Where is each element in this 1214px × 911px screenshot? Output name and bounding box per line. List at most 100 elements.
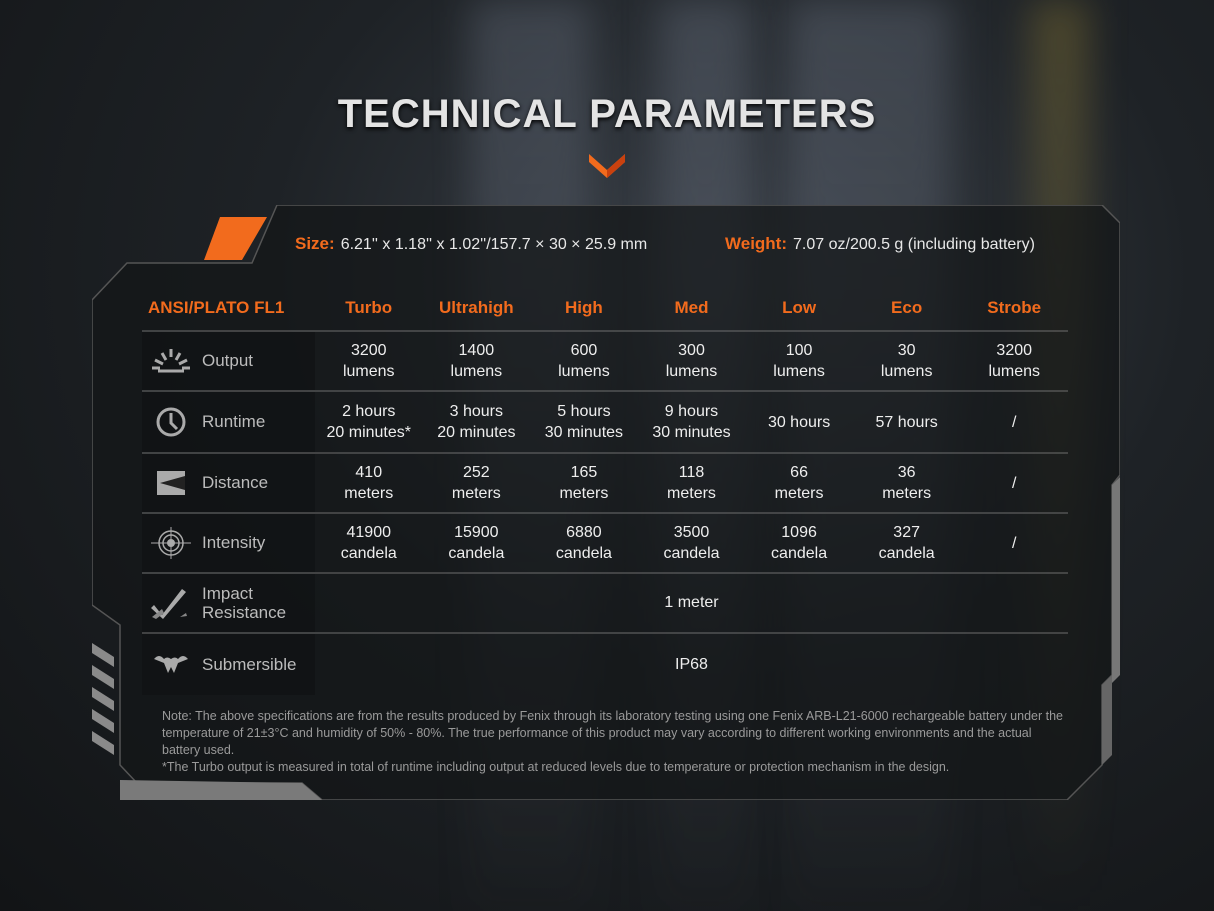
value-cell: 300 lumens — [638, 340, 746, 382]
value-line: 36 — [897, 464, 916, 481]
note-turbo: *The Turbo output is measured in total o… — [162, 760, 950, 774]
label-text: Intensity — [202, 533, 266, 552]
impact-value: 1 meter — [664, 594, 719, 611]
value-line: 252 — [462, 464, 490, 481]
row-label: Runtime — [142, 392, 315, 452]
value-cell: 100 lumens — [745, 340, 853, 382]
value-line: lumens — [988, 363, 1041, 380]
value-cell: 3200 lumens — [960, 340, 1068, 382]
spec-panel — [92, 205, 1120, 800]
row-label: Intensity — [142, 514, 315, 572]
submersible-value: IP68 — [675, 655, 708, 673]
value-cell: 1096 candela — [745, 522, 853, 564]
value-line: 30 — [897, 342, 916, 359]
value-line: lumens — [773, 363, 825, 380]
value-cell: 9 hours 30 minutes — [638, 401, 746, 443]
value-line: 20 minutes* — [326, 424, 412, 441]
value-cell: 1400 lumens — [423, 340, 531, 382]
value-cell: / — [960, 412, 1068, 433]
value-line: meters — [882, 485, 932, 502]
value-line: 20 minutes — [437, 424, 516, 441]
value-line: lumens — [880, 363, 933, 380]
value-line: candela — [771, 545, 828, 562]
value-cell: / — [960, 473, 1068, 494]
value-cell: 327 candela — [853, 522, 961, 564]
mode-header: High — [565, 297, 603, 317]
value-line: lumens — [450, 363, 503, 380]
value-line: 30 hours — [767, 413, 831, 431]
weight-value: 7.07 oz/200.5 g (including battery) — [793, 236, 1035, 253]
mode-header: Strobe — [987, 297, 1042, 317]
mode-header: Med — [674, 297, 709, 317]
value-cell: 6880 candela — [530, 522, 638, 564]
value-line: 6880 — [566, 524, 602, 541]
value-line: 30 minutes — [544, 424, 624, 441]
value-line: meters — [559, 485, 609, 502]
impact-check-icon — [151, 589, 187, 619]
value-line: meters — [667, 485, 716, 502]
value-line: lumens — [558, 363, 610, 380]
value-line: meters — [451, 485, 501, 502]
value-line: 118 — [678, 464, 705, 481]
table-row-runtime: Runtime 2 hours 20 minutes* 3 hours 20 minut… — [142, 392, 1068, 454]
value-line: meters — [774, 485, 824, 502]
value-cell: 3500 candela — [638, 522, 746, 564]
value-line: 57 hours — [875, 413, 938, 431]
value-line: candela — [878, 545, 935, 562]
value-line: 165 — [570, 464, 598, 481]
mode-header: Low — [782, 297, 817, 317]
weight-label: Weight: — [725, 234, 788, 253]
value-line: 3 hours — [449, 403, 504, 420]
value-cell: / — [960, 533, 1068, 554]
value-line: 5 hours — [557, 403, 611, 420]
value-cell: 252 meters — [423, 462, 531, 504]
value-line: 600 — [570, 342, 598, 359]
value-cell: 600 lumens — [530, 340, 638, 382]
table-row-intensity: Intensity 41900 candela 15900 candela 6880 can… — [142, 514, 1068, 574]
value-line: candela — [555, 545, 612, 562]
value-line: / — [1012, 474, 1017, 492]
value-line: / — [1012, 413, 1017, 431]
mode-header: Eco — [891, 297, 923, 317]
mode-header: Turbo — [345, 297, 393, 317]
value-line: 3200 — [350, 342, 387, 359]
value-cell: 66 meters — [745, 462, 853, 504]
mode-header: Ultrahigh — [439, 297, 514, 317]
value-line: candela — [448, 545, 505, 562]
value-line: lumens — [342, 363, 395, 380]
value-cell: 30 lumens — [853, 340, 961, 382]
value-line: 410 — [355, 464, 383, 481]
note-text: Note: The above specifications are from … — [162, 709, 1063, 757]
value-line: 1400 — [458, 342, 495, 359]
row-label: Submersible — [142, 634, 315, 695]
value-line: candela — [663, 545, 720, 562]
value-cell: 2 hours 20 minutes* — [315, 401, 423, 443]
size-value: 6.21'' x 1.18'' x 1.02''/157.7 × 30 × 25… — [340, 236, 648, 253]
label-text: Output — [202, 351, 254, 370]
value-line: 300 — [678, 342, 705, 359]
beam-distance-icon — [157, 471, 185, 495]
value-line: lumens — [665, 363, 718, 380]
table-header: ANSI/PLATO FL1 Turbo Ultrahigh High Med … — [142, 285, 1068, 332]
label-text: Submersible — [202, 654, 297, 674]
value-cell: 3200 lumens — [315, 340, 423, 382]
weight-spec: Weight: 7.07 oz/200.5 g (including batter… — [725, 234, 1035, 254]
table-row-impact: Impact Resistance 1 meter — [142, 574, 1068, 634]
target-icon — [151, 527, 191, 559]
value-line: 41900 — [346, 524, 392, 541]
value-line: meters — [344, 485, 394, 502]
sun-rays-icon — [152, 349, 190, 373]
value-line: / — [1012, 534, 1017, 552]
value-cell: 165 meters — [530, 462, 638, 504]
value-line: 2 hours — [342, 403, 396, 420]
label-text: Distance — [202, 473, 269, 492]
table-row-distance: Distance 410 meters 252 meters 165 meters 118 me… — [142, 454, 1068, 514]
value-line: 15900 — [454, 524, 499, 541]
label-line: Resistance — [202, 603, 287, 622]
value-line: 3200 — [996, 342, 1033, 359]
value-line: 3500 — [673, 524, 710, 541]
value-cell: 41900 candela — [315, 522, 423, 564]
size-spec: Size: 6.21'' x 1.18'' x 1.02''/157.7 × 30… — [295, 234, 647, 254]
value-cell: 57 hours — [853, 412, 961, 433]
label-line: Impact — [202, 584, 254, 603]
